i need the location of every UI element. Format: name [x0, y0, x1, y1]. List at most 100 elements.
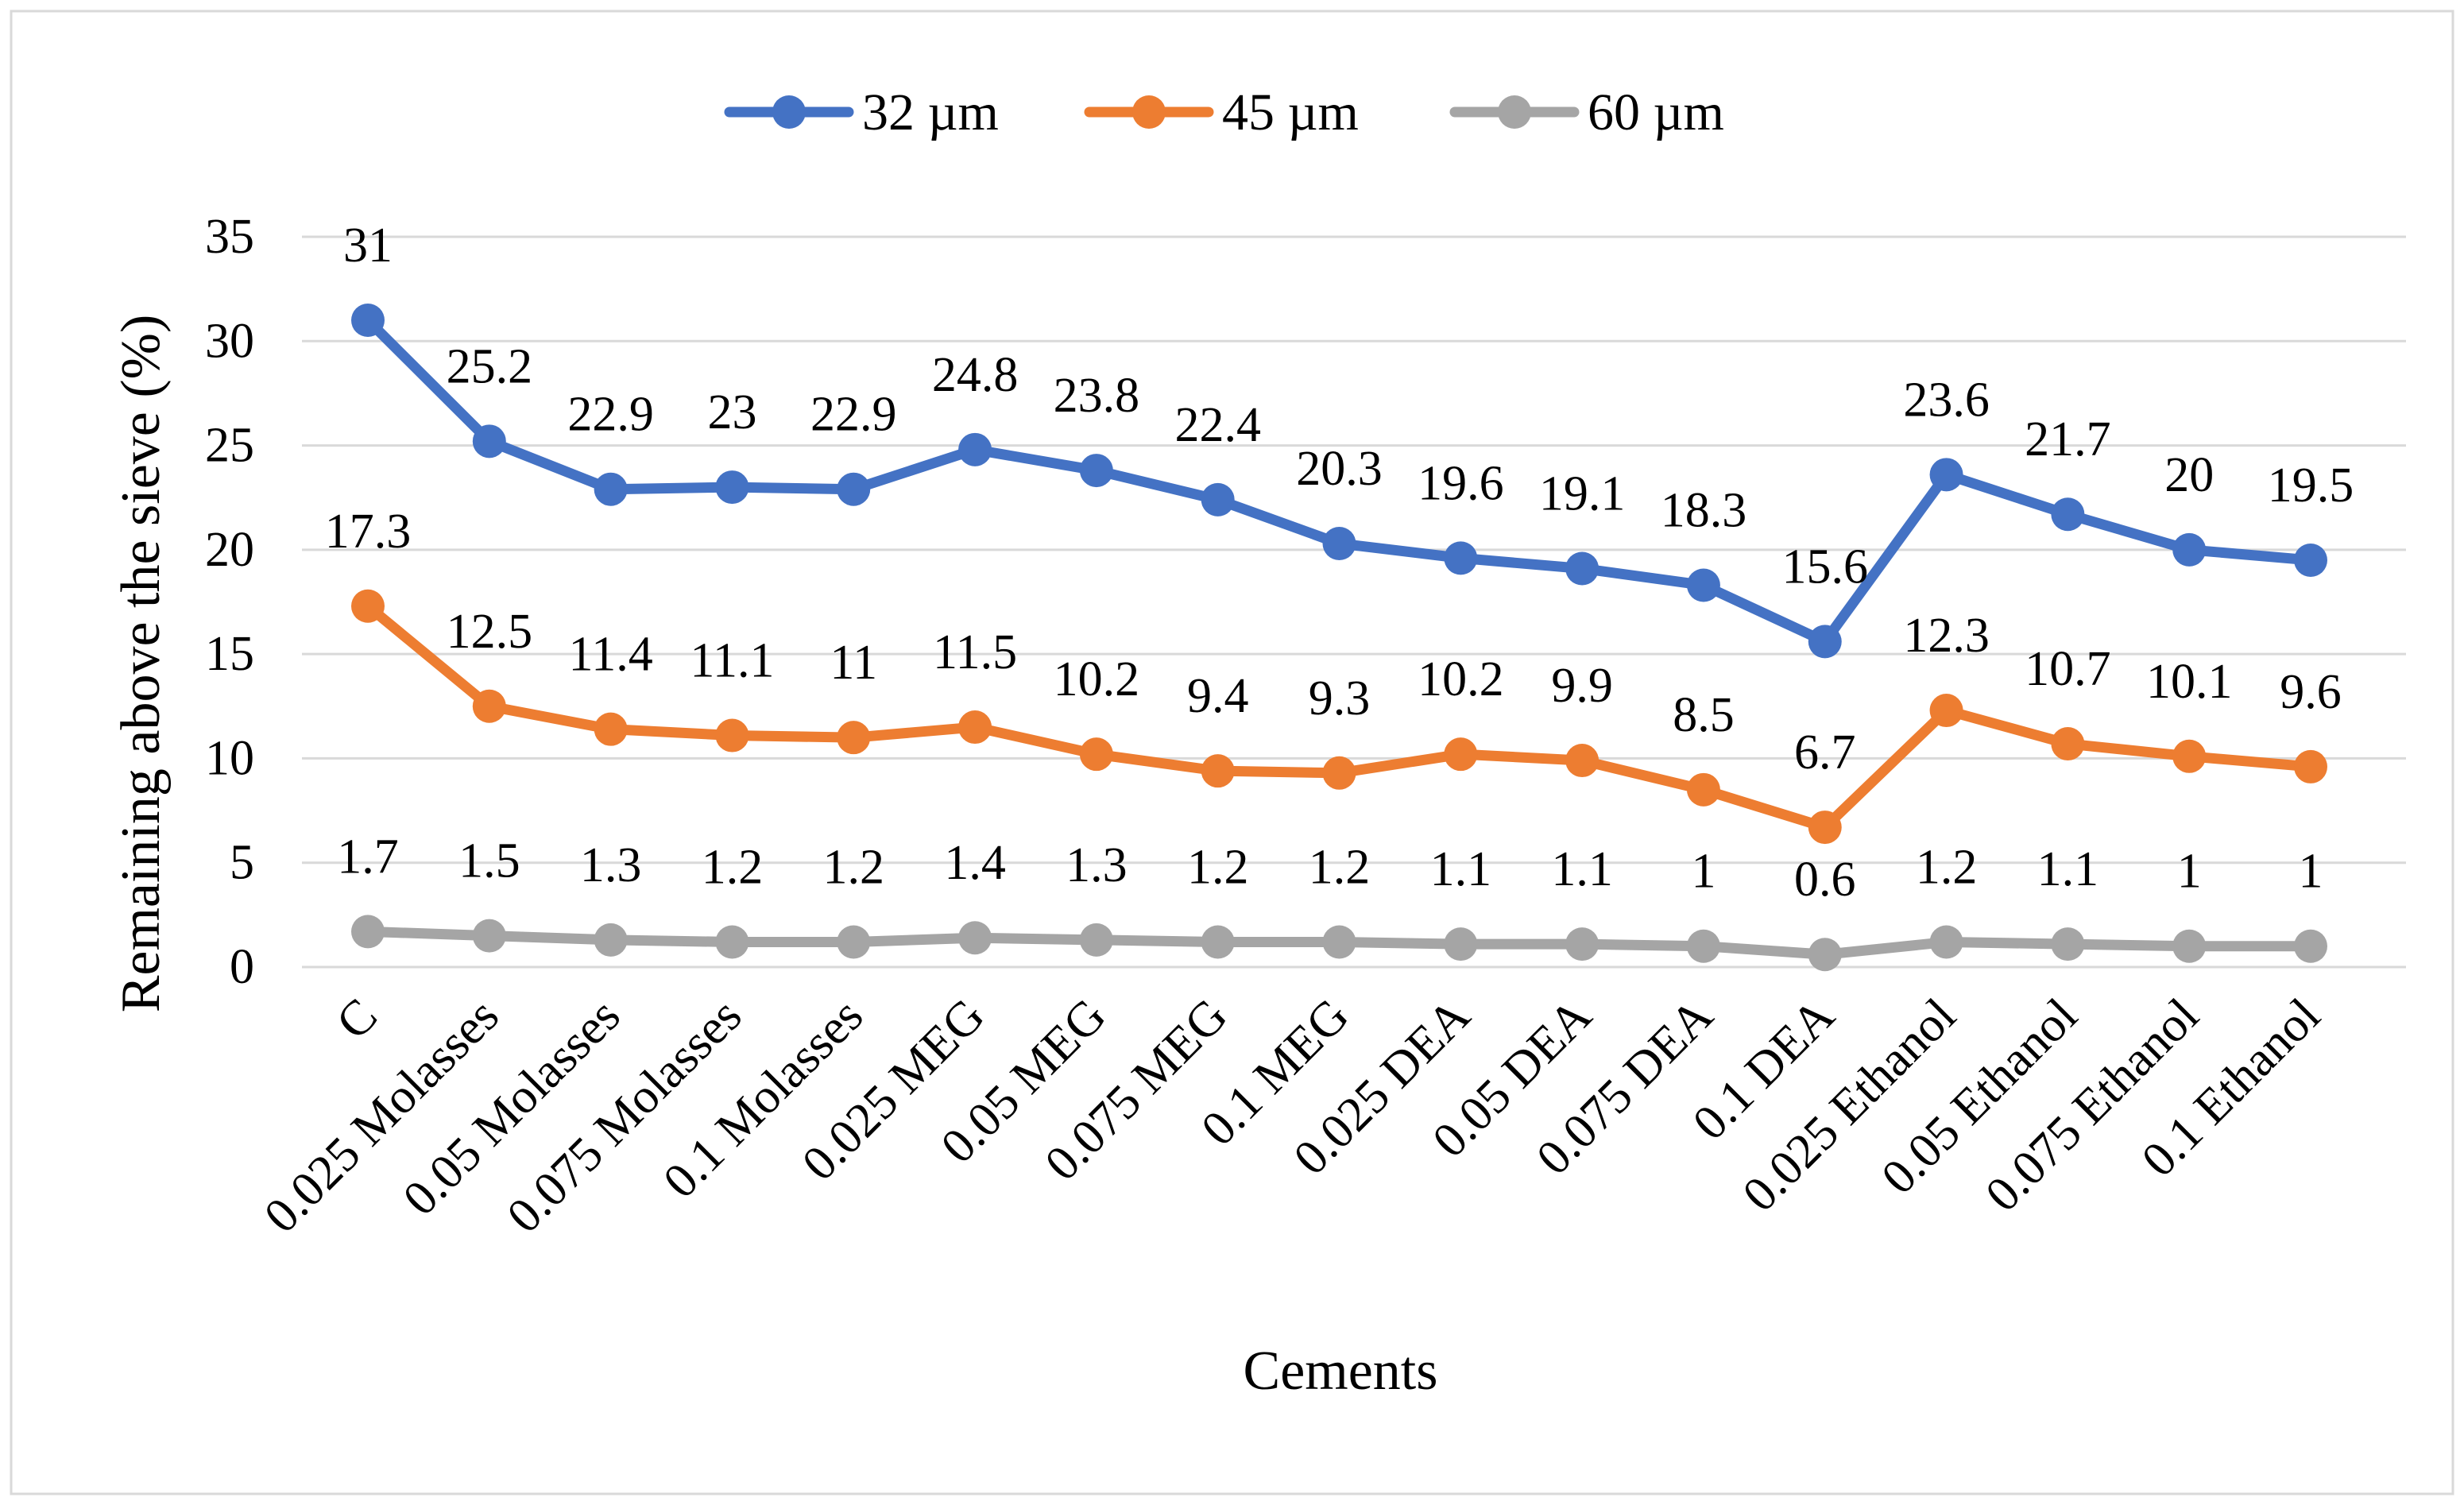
data-point — [2172, 532, 2207, 567]
data-point — [472, 689, 506, 723]
data-label: 10.7 — [2025, 642, 2111, 696]
y-tick-label: 35 — [205, 210, 254, 264]
data-point — [1686, 568, 1720, 602]
data-label: 21.7 — [2025, 412, 2111, 466]
data-point — [594, 472, 628, 506]
data-label: 22.9 — [567, 388, 654, 442]
data-label: 20.3 — [1296, 442, 1383, 496]
data-label: 11.4 — [569, 628, 653, 682]
data-label: 1.2 — [1187, 840, 1249, 894]
y-axis-ticks: 0 5 10 15 20 25 30 35 — [205, 210, 254, 994]
data-point — [472, 919, 506, 953]
data-label: 19.5 — [2268, 458, 2354, 513]
data-label: 12.5 — [447, 605, 533, 659]
y-tick-label: 10 — [205, 731, 254, 785]
data-point — [1929, 458, 1963, 492]
data-point — [2051, 727, 2085, 761]
data-label: 20 — [2164, 448, 2214, 502]
chart-frame — [10, 10, 2454, 1495]
data-label: 22.4 — [1174, 398, 1261, 452]
data-point — [351, 915, 385, 949]
data-point — [1686, 772, 1720, 807]
data-point — [2172, 739, 2207, 773]
data-point — [351, 589, 385, 623]
data-point — [1929, 694, 1963, 728]
legend-label: 32 µm — [862, 83, 999, 141]
legend-label: 60 µm — [1588, 83, 1724, 141]
data-label: 1.5 — [458, 834, 520, 888]
data-point — [2294, 543, 2327, 577]
data-label: 1 — [1691, 845, 1716, 899]
data-label: 1.1 — [2037, 842, 2099, 896]
data-point — [1929, 925, 1963, 959]
data-label: 1.2 — [1916, 840, 1978, 894]
data-point — [1322, 925, 1356, 959]
data-label: 23 — [707, 385, 756, 439]
data-label: 1.1 — [1551, 842, 1613, 896]
data-point — [1565, 744, 1599, 778]
data-point — [1686, 929, 1720, 963]
data-point — [958, 432, 992, 466]
data-label: 23.8 — [1054, 369, 1140, 423]
data-point — [472, 424, 506, 458]
data-label: 10.2 — [1054, 652, 1140, 706]
data-point — [837, 472, 871, 506]
data-point — [958, 710, 992, 745]
y-tick-label: 5 — [230, 836, 254, 890]
data-point — [1201, 482, 1235, 516]
legend-marker — [1498, 95, 1531, 129]
data-point — [1079, 737, 1113, 772]
data-label: 1.3 — [1066, 838, 1128, 892]
legend-marker — [1132, 95, 1166, 129]
data-label: 1 — [2299, 845, 2323, 899]
data-label: 6.7 — [1794, 725, 1856, 780]
data-point — [837, 721, 871, 755]
data-point — [1444, 927, 1478, 961]
data-point — [351, 304, 385, 338]
data-label: 10.2 — [1418, 652, 1504, 706]
data-point — [1565, 927, 1599, 961]
data-label: 10.1 — [2146, 655, 2233, 709]
data-label: 24.8 — [932, 348, 1019, 402]
data-label: 11.1 — [690, 634, 774, 688]
data-point — [715, 470, 749, 505]
data-label: 23.6 — [1903, 373, 1990, 427]
data-label: 22.9 — [810, 388, 897, 442]
data-label: 9.3 — [1309, 671, 1371, 725]
data-point — [1808, 938, 1842, 972]
data-point — [1201, 925, 1235, 959]
data-point — [2294, 929, 2327, 963]
data-label: 18.3 — [1661, 483, 1747, 537]
y-tick-label: 25 — [205, 419, 254, 473]
data-point — [1322, 756, 1356, 790]
y-tick-label: 0 — [230, 940, 254, 994]
data-label: 0.6 — [1794, 853, 1856, 907]
y-tick-label: 20 — [205, 523, 254, 577]
data-point — [1201, 754, 1235, 788]
x-axis-title: Cements — [1244, 1341, 1438, 1402]
data-point — [1444, 541, 1478, 575]
data-point — [715, 718, 749, 752]
data-label: 8.5 — [1673, 688, 1735, 742]
data-label: 9.6 — [2280, 665, 2342, 719]
data-label: 1.2 — [823, 840, 885, 894]
data-label: 19.1 — [1539, 466, 1626, 520]
data-label: 31 — [343, 219, 393, 273]
data-label: 1.4 — [944, 836, 1006, 890]
y-axis-title: Remaining above the sieve (%) — [110, 315, 172, 1013]
data-label: 9.4 — [1187, 669, 1249, 723]
y-tick-label: 30 — [205, 314, 254, 368]
y-tick-label: 15 — [205, 627, 254, 681]
data-label: 1 — [2177, 845, 2202, 899]
legend-marker — [772, 95, 806, 129]
data-label: 12.3 — [1903, 609, 1990, 663]
data-label: 11 — [830, 636, 877, 690]
data-point — [1565, 551, 1599, 586]
data-label: 1.2 — [702, 840, 764, 894]
legend: 32 µm 45 µm 60 µm — [724, 83, 1724, 141]
data-point — [1322, 526, 1356, 560]
data-point — [837, 925, 871, 959]
legend-label: 45 µm — [1222, 83, 1359, 141]
data-label: 15.6 — [1782, 540, 1869, 594]
